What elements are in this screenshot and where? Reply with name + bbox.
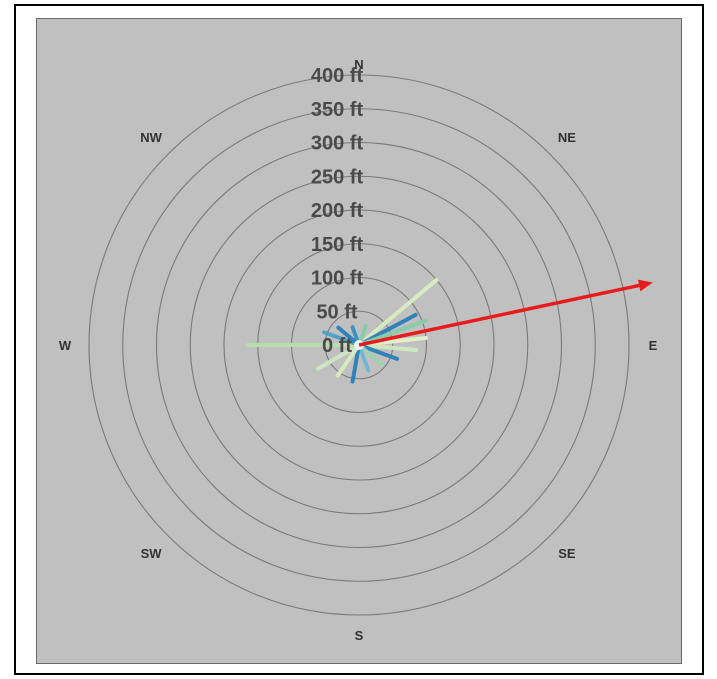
ring-label-0ft: 0 ft xyxy=(322,335,352,357)
plot-area: 0 ft 50 ft 100 ft 150 ft 200 ft 250 ft 300 ft 3… xyxy=(36,18,682,664)
ring-200ft xyxy=(223,209,495,481)
ring-350ft xyxy=(122,108,596,582)
ring-label-150ft: 150 ft xyxy=(311,234,364,256)
ring-label-200ft: 200 ft xyxy=(311,200,364,222)
ray-8 xyxy=(350,343,361,384)
ring-label-50ft: 50 ft xyxy=(316,301,357,323)
ray-5 xyxy=(357,343,400,361)
direction-label-e: E xyxy=(649,338,658,353)
polar-chart: 0 ft 50 ft 100 ft 150 ft 200 ft 250 ft 300 ft 3… xyxy=(37,19,681,663)
ray-0 xyxy=(357,277,439,347)
ring-label-400ft: 400 ft xyxy=(311,65,364,87)
direction-label-se: SE xyxy=(558,546,576,561)
direction-label-w: W xyxy=(59,338,72,353)
ring-400ft xyxy=(88,74,630,616)
direction-label-ne: NE xyxy=(558,130,576,145)
direction-label-nw: NW xyxy=(140,130,162,145)
ring-label-300ft: 300 ft xyxy=(311,133,364,155)
resultant-arrow-shaft xyxy=(358,283,640,347)
ray-12 xyxy=(322,330,361,347)
ring-label-100ft: 100 ft xyxy=(311,268,364,290)
resultant-arrow-head xyxy=(637,279,653,292)
direction-label-sw: SW xyxy=(141,546,163,561)
ray-4 xyxy=(357,343,419,353)
direction-label-n: N xyxy=(354,57,363,72)
ring-250ft xyxy=(189,175,529,515)
direction-label-s: S xyxy=(355,628,364,643)
figure-frame: 0 ft 50 ft 100 ft 150 ft 200 ft 250 ft 300 ft 3… xyxy=(14,4,704,675)
ring-label-250ft: 250 ft xyxy=(311,166,364,188)
ray-6 xyxy=(357,343,385,367)
ring-300ft xyxy=(155,141,563,549)
ray-9 xyxy=(335,343,361,378)
ring-label-350ft: 350 ft xyxy=(311,99,364,121)
ray-10 xyxy=(316,343,361,371)
